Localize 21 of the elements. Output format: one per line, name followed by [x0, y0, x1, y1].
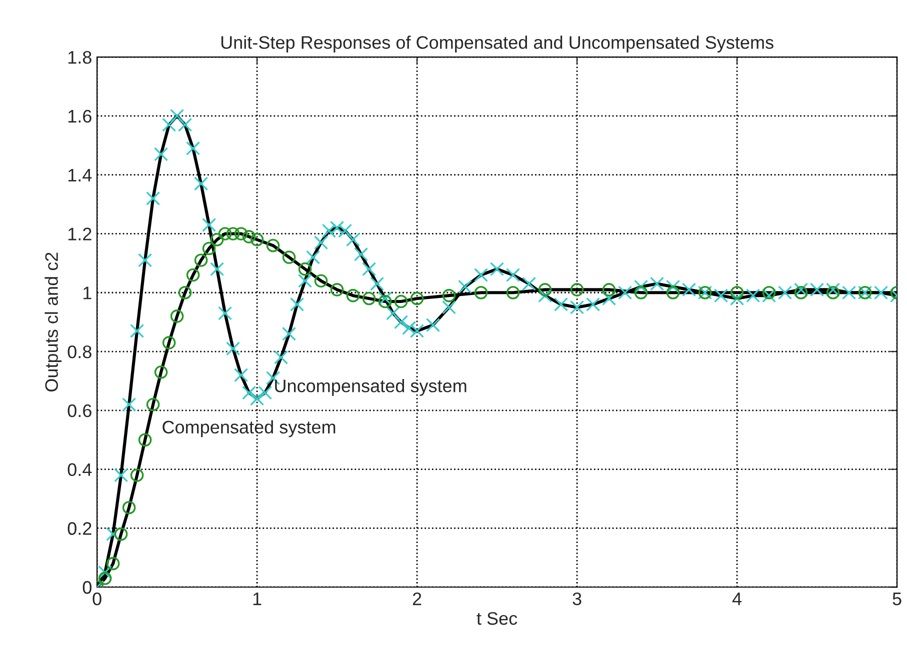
y-tick-label: 0.8 — [68, 345, 92, 358]
x-tick-label: 2 — [412, 592, 422, 606]
x-tick-label: 4 — [732, 592, 742, 606]
y-tick-label: 1 — [84, 286, 92, 300]
y-tick-label: 0.6 — [68, 404, 92, 418]
y-tick-label: 1.2 — [68, 228, 92, 240]
y-tick-label: 0.4 — [68, 463, 92, 476]
chart-title: Unit-Step Responses of Compensated and Uncompensated Systems — [221, 36, 774, 52]
annotation: Uncompensated system — [275, 379, 466, 396]
x-tick-label: 1 — [253, 592, 262, 606]
y-tick-label: 1.6 — [68, 110, 92, 123]
y-tick-label: 0.2 — [68, 522, 92, 535]
annotation: Compensated system — [162, 420, 336, 438]
x-tick-label: 3 — [572, 592, 582, 606]
x-axis-title: t Sec — [476, 612, 518, 625]
y-tick-label: 1.4 — [68, 168, 92, 182]
y-tick-label: 1.8 — [68, 50, 92, 64]
x-tick-label: 5 — [892, 592, 902, 606]
y-tick-label: 0 — [82, 581, 92, 594]
x-tick-label: 0 — [92, 592, 102, 606]
y-axis-title: Outputs cl and c2 — [44, 252, 62, 392]
